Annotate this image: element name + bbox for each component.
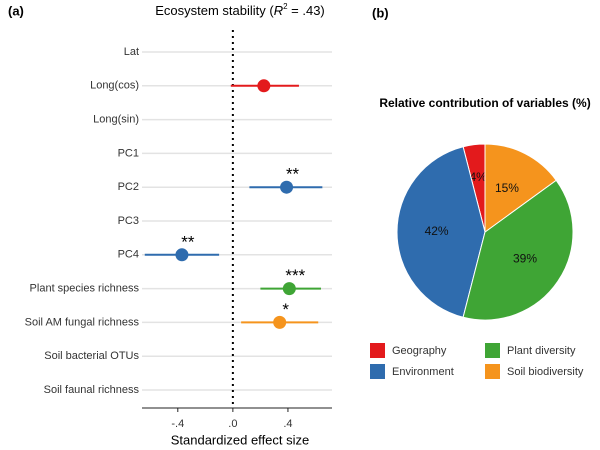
panel-label: (b) [372,5,389,20]
legend-label: Geography [392,345,447,357]
y-tick-label: PC4 [118,249,139,261]
legend-swatch [485,343,500,358]
point [257,79,271,93]
title-part: R [274,3,283,18]
legend-swatch [485,364,500,379]
point [280,180,294,194]
legend-label: Plant diversity [507,345,576,357]
slice-label: 4% [469,170,487,184]
x-tick-label: .4 [283,418,292,430]
y-tick-label: Soil faunal richness [44,384,140,396]
pie-slice [484,143,557,233]
y-tick-label: PC1 [118,147,139,159]
y-tick-label: PC2 [118,181,139,193]
pie-slice [396,146,486,318]
point [273,315,287,329]
significance: ** [181,232,195,251]
legend-label: Environment [392,366,454,378]
x-tick-label: -.4 [171,418,184,430]
y-tick-label: Lat [124,46,139,58]
title-part: 2 [283,2,288,11]
chart-title: Relative contribution of variables (%) [379,96,590,110]
legend-swatch [370,364,385,379]
slice-label: 42% [425,224,449,238]
title-part: = .43) [288,3,325,18]
legend-label: Soil biodiversity [507,366,584,378]
slice-label: 15% [495,181,519,195]
y-tick-label: Soil AM fungal richness [25,316,140,328]
pie-slice [462,179,574,321]
point [282,282,296,296]
chart-title: Ecosystem stability (R2 = .43) [155,2,325,18]
legend-swatch [370,343,385,358]
x-axis-label: Standardized effect size [171,432,310,447]
x-tick-label: .0 [228,418,237,430]
title-part: Ecosystem stability ( [155,3,274,18]
y-tick-label: Long(cos) [90,80,139,92]
significance: ** [286,165,300,184]
significance: * [282,300,289,319]
y-tick-label: Plant species richness [30,283,140,295]
y-tick-label: Soil bacterial OTUs [44,350,139,362]
y-tick-label: PC3 [118,215,139,227]
significance: *** [285,266,305,285]
slice-label: 39% [513,251,537,265]
panel-label: (a) [8,3,24,18]
y-tick-label: Long(sin) [93,114,139,126]
point [175,248,189,262]
